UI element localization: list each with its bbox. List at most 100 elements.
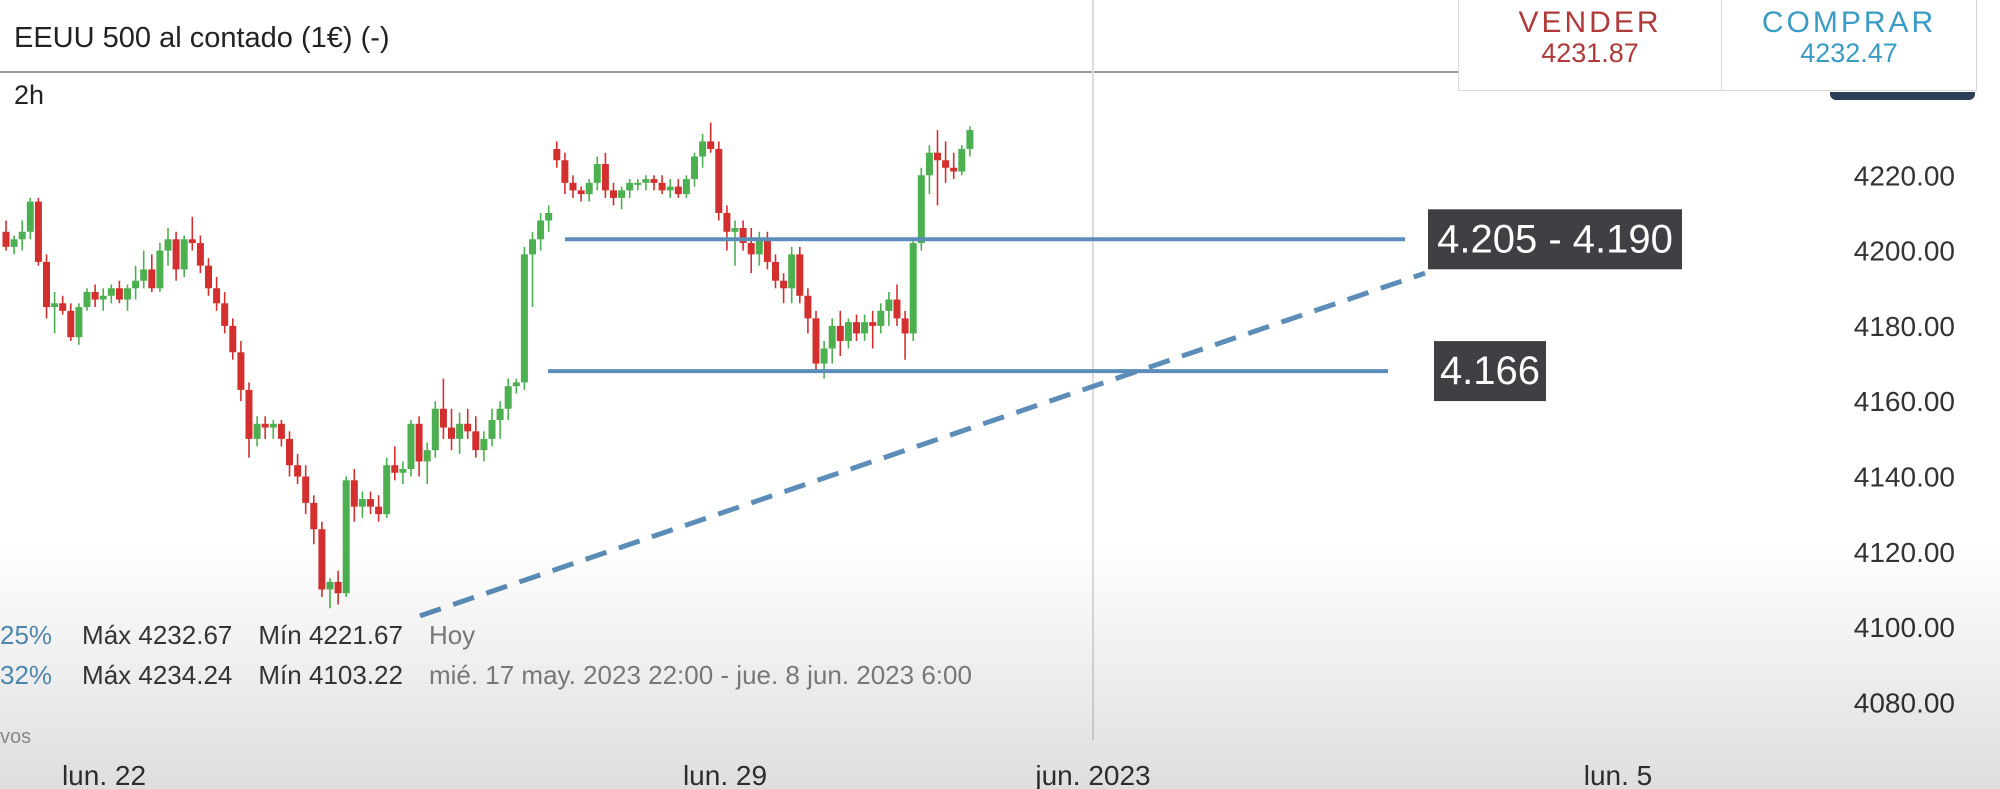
- candle-body: [464, 423, 472, 432]
- candle-body: [561, 160, 569, 183]
- candle-body: [553, 148, 561, 161]
- x-tick-label: jun. 2023: [1034, 760, 1150, 789]
- candle-body: [383, 465, 391, 515]
- candle-body: [269, 423, 277, 428]
- candle-body: [415, 423, 423, 462]
- candle-body: [439, 408, 447, 428]
- level-label: 4.166: [1440, 349, 1540, 393]
- candle-body: [302, 476, 310, 503]
- candle-body: [731, 228, 739, 232]
- sell-label: VENDER: [1518, 6, 1662, 39]
- candle-body: [820, 348, 828, 364]
- sell-button[interactable]: VENDER 4231.87: [1458, 0, 1722, 91]
- candle-body: [172, 239, 180, 270]
- candle-body: [431, 408, 439, 451]
- candle-body: [59, 303, 67, 311]
- candle-body: [537, 220, 545, 240]
- y-tick-label: 4160.00: [1854, 386, 1955, 417]
- candle-body: [739, 228, 747, 244]
- levels-layer: 4.205 - 4.190 4.166: [419, 209, 1682, 619]
- candle-body: [844, 322, 852, 341]
- candle-body: [772, 261, 779, 281]
- stat-max: Máx 4234.24: [82, 660, 233, 690]
- candle-body: [75, 307, 83, 338]
- candle-body: [496, 408, 504, 421]
- candle-body: [715, 148, 723, 213]
- candle-body: [294, 465, 302, 477]
- y-tick-label: 4200.00: [1854, 236, 1955, 267]
- candle-body: [917, 175, 925, 244]
- stat-min: Mín 4221.67: [258, 620, 403, 650]
- stat-period: mié. 17 may. 2023 22:00 - jue. 8 jun. 20…: [428, 660, 972, 690]
- candle-body: [699, 141, 707, 157]
- candle-body: [188, 239, 196, 244]
- candle-body: [148, 269, 156, 289]
- candle-body: [115, 288, 123, 300]
- x-tick-label: lun. 5: [1584, 760, 1653, 789]
- stats-row-today: 25% Máx 4232.67 Mín 4221.67 Hoy: [0, 620, 501, 651]
- x-tick-label: lun. 22: [62, 760, 146, 789]
- instrument-title: EEUU 500 al contado (1€) (-): [14, 22, 390, 54]
- candle-body: [942, 160, 950, 168]
- stat-percent: 25%: [0, 620, 53, 650]
- candle-body: [577, 190, 585, 195]
- buy-button[interactable]: COMPRAR 4232.47: [1721, 0, 1977, 91]
- candle-body: [51, 303, 59, 308]
- timeframe-label[interactable]: 2h: [14, 80, 45, 110]
- candle-body: [107, 288, 115, 296]
- candle-body: [682, 179, 690, 195]
- level-label: 4.205 - 4.190: [1437, 217, 1673, 261]
- level-label-box: [1428, 209, 1682, 270]
- candle-body: [691, 156, 698, 180]
- candle-body: [26, 201, 34, 232]
- candle-body: [788, 254, 796, 289]
- candle-body: [658, 182, 666, 191]
- y-axis: 4220.00 4200.00 4180.00 4160.00 4140.00 4120.…: [1854, 160, 1955, 718]
- candle-body: [909, 243, 917, 334]
- candle-body: [399, 468, 407, 473]
- y-tick-label: 4220.00: [1854, 160, 1955, 191]
- candle-body: [828, 325, 836, 349]
- candle-body: [261, 423, 269, 428]
- candle-body: [504, 386, 512, 409]
- y-tick-label: 4120.00: [1854, 537, 1955, 568]
- candle-body: [966, 130, 974, 149]
- candle-body: [124, 288, 131, 300]
- candle-body: [334, 581, 342, 594]
- candle-body: [367, 499, 374, 507]
- candle-body: [164, 239, 172, 251]
- stat-min: Mín 4103.22: [258, 660, 403, 690]
- candle-body: [83, 292, 91, 308]
- candle-body: [707, 141, 715, 149]
- candle-body: [520, 254, 528, 383]
- candle-body: [569, 182, 577, 191]
- candle-body: [804, 295, 812, 319]
- candle-body: [132, 280, 140, 289]
- candle-body: [472, 431, 480, 451]
- candle-body: [796, 254, 804, 296]
- candle-body: [925, 152, 933, 176]
- candle-body: [91, 292, 99, 300]
- y-tick-label: 4100.00: [1854, 612, 1955, 643]
- candle-body: [18, 231, 26, 240]
- candle-body: [253, 423, 261, 439]
- candle-body: [342, 480, 350, 594]
- candle-body: [221, 303, 229, 326]
- candle-body: [650, 179, 658, 183]
- candle-body: [885, 299, 893, 311]
- y-tick-label: 4180.00: [1854, 311, 1955, 342]
- candle-body: [350, 480, 358, 507]
- candle-body: [358, 499, 366, 507]
- stats-row-range: 32% Máx 4234.24 Mín 4103.22 mié. 17 may. 20…: [0, 660, 998, 691]
- candle-body: [245, 389, 253, 439]
- candle-body: [812, 318, 820, 364]
- y-tick-label: 4080.00: [1854, 687, 1955, 718]
- candle-body: [286, 438, 293, 466]
- candle-body: [666, 186, 674, 191]
- trendline: [419, 270, 1426, 619]
- candle-body: [205, 265, 212, 289]
- candle-body: [763, 239, 771, 262]
- candle-body: [277, 423, 285, 439]
- candle-body: [545, 212, 553, 221]
- candle-body: [780, 280, 788, 289]
